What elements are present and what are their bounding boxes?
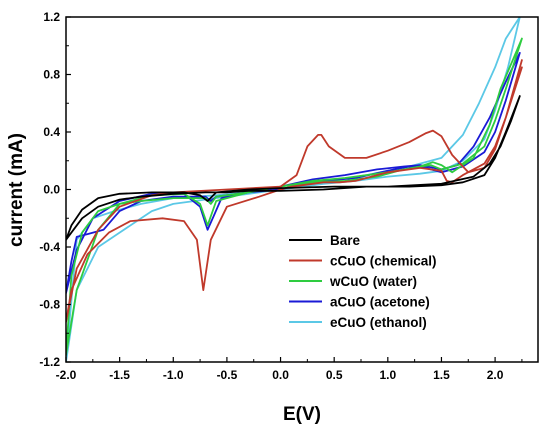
y-tick-label: 0.4 bbox=[43, 125, 60, 139]
x-tick-label: -1.0 bbox=[163, 368, 184, 382]
x-tick-label: -2.0 bbox=[56, 368, 77, 382]
x-axis-ticks: -2.0 -1.5 -1.0 -0.5 0.0 0.5 1.0 1.5 2.0 bbox=[56, 357, 523, 382]
x-tick-label: 2.0 bbox=[487, 368, 504, 382]
x-tick-label: 0.0 bbox=[272, 368, 289, 382]
legend-label-ecuo: eCuO (ethanol) bbox=[330, 315, 427, 330]
x-tick-label: 1.0 bbox=[379, 368, 396, 382]
series-line-bare bbox=[66, 95, 521, 241]
y-axis-title: current (mA) bbox=[6, 133, 27, 247]
y-axis-ticks: -1.2 -0.8 -0.4 0.0 0.4 0.8 1.2 bbox=[39, 10, 71, 369]
legend-label-acuo: aCuO (acetone) bbox=[330, 295, 430, 310]
x-axis-title: E(V) bbox=[283, 404, 321, 425]
legend-label-wcuo: wCuO (water) bbox=[329, 274, 417, 289]
x-tick-label: 1.5 bbox=[433, 368, 450, 382]
y-tick-label: -0.4 bbox=[39, 240, 60, 254]
y-tick-label: -1.2 bbox=[39, 355, 60, 369]
y-tick-label: -0.8 bbox=[39, 298, 60, 312]
legend-box bbox=[279, 224, 469, 334]
series-layer bbox=[66, 17, 523, 362]
legend-label-ccuo: cCuO (chemical) bbox=[330, 254, 437, 269]
y-tick-label: 1.2 bbox=[43, 10, 60, 24]
y-tick-label: 0.8 bbox=[43, 68, 60, 82]
series-line-wcuo bbox=[66, 37, 523, 356]
legend: Bare cCuO (chemical) wCuO (water) aCuO (ace… bbox=[279, 224, 469, 334]
series-line-ccuo bbox=[66, 59, 523, 323]
legend-label-bare: Bare bbox=[330, 233, 361, 248]
series-line-acuo bbox=[66, 52, 521, 294]
x-tick-label: 0.5 bbox=[326, 368, 343, 382]
y-tick-label: 0.0 bbox=[43, 183, 60, 197]
x-tick-label: -1.5 bbox=[109, 368, 130, 382]
x-tick-label: -0.5 bbox=[217, 368, 238, 382]
